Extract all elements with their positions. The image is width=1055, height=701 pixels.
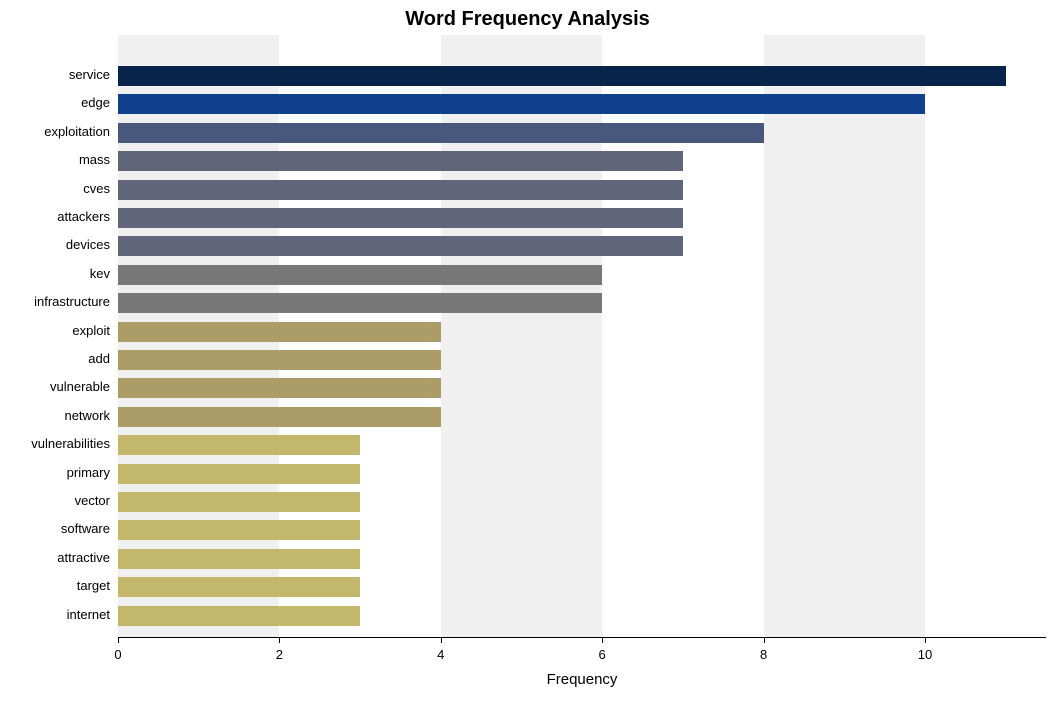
- y-tick-label: mass: [79, 152, 110, 167]
- y-tick-label: internet: [67, 607, 110, 622]
- y-tick-label: cves: [83, 181, 110, 196]
- y-tick-label: network: [64, 408, 110, 423]
- bar: [118, 407, 441, 427]
- chart-title: Word Frequency Analysis: [0, 8, 1055, 31]
- x-tick-mark: [441, 637, 442, 643]
- bar: [118, 265, 602, 285]
- bar: [118, 606, 360, 626]
- grid-band: [764, 35, 925, 637]
- bar: [118, 94, 925, 114]
- x-tick-mark: [764, 637, 765, 643]
- bar: [118, 492, 360, 512]
- bar: [118, 123, 764, 143]
- y-tick-label: devices: [66, 237, 110, 252]
- plot-area: [118, 35, 1046, 637]
- bar: [118, 435, 360, 455]
- y-tick-label: primary: [67, 465, 110, 480]
- x-tick-mark: [118, 637, 119, 643]
- bar: [118, 66, 1006, 86]
- y-tick-label: software: [61, 521, 110, 536]
- x-tick-label: 2: [276, 647, 283, 662]
- y-tick-label: vulnerable: [50, 379, 110, 394]
- bar: [118, 577, 360, 597]
- y-tick-label: vector: [75, 493, 110, 508]
- x-axis-title: Frequency: [118, 671, 1046, 688]
- x-axis-line: [118, 637, 1046, 638]
- y-tick-label: exploitation: [44, 124, 110, 139]
- bar: [118, 180, 683, 200]
- bar: [118, 208, 683, 228]
- word-frequency-chart: Word Frequency Analysis Frequency servic…: [0, 0, 1055, 701]
- y-tick-label: service: [69, 67, 110, 82]
- y-tick-label: attractive: [57, 550, 110, 565]
- bar: [118, 236, 683, 256]
- y-tick-label: kev: [90, 266, 110, 281]
- x-tick-label: 8: [760, 647, 767, 662]
- bar: [118, 549, 360, 569]
- x-tick-mark: [602, 637, 603, 643]
- x-tick-mark: [279, 637, 280, 643]
- y-tick-label: infrastructure: [34, 294, 110, 309]
- x-tick-label: 10: [918, 647, 932, 662]
- y-tick-label: add: [88, 351, 110, 366]
- bar: [118, 151, 683, 171]
- bar: [118, 293, 602, 313]
- x-tick-label: 0: [114, 647, 121, 662]
- bar: [118, 520, 360, 540]
- x-tick-mark: [925, 637, 926, 643]
- y-tick-label: edge: [81, 95, 110, 110]
- x-tick-label: 4: [437, 647, 444, 662]
- bar: [118, 322, 441, 342]
- x-tick-label: 6: [599, 647, 606, 662]
- y-tick-label: vulnerabilities: [31, 436, 110, 451]
- y-tick-label: exploit: [72, 323, 110, 338]
- bar: [118, 378, 441, 398]
- y-tick-label: attackers: [57, 209, 110, 224]
- y-tick-label: target: [77, 578, 110, 593]
- bar: [118, 464, 360, 484]
- bar: [118, 350, 441, 370]
